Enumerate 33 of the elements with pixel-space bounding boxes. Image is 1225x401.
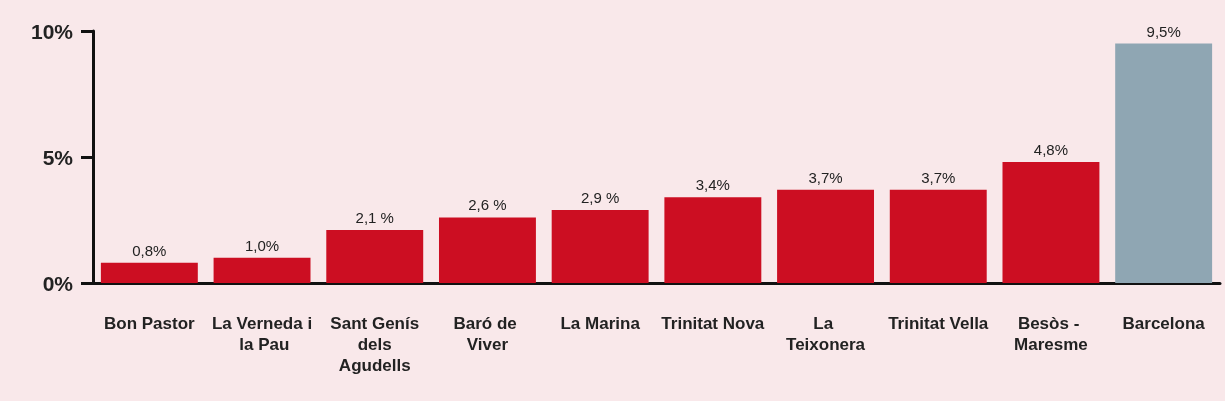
x-tick-label: Baró de Viver xyxy=(453,314,522,354)
y-tick-label: 0% xyxy=(42,271,74,295)
x-tick-label: La Marina xyxy=(560,314,641,333)
data-label: 9,5% xyxy=(1146,22,1181,40)
bar xyxy=(889,189,987,283)
bar xyxy=(100,262,198,283)
bar xyxy=(777,189,875,283)
data-label: 1,0% xyxy=(244,236,280,254)
bar xyxy=(438,217,536,283)
data-label: 4,8% xyxy=(1033,141,1069,159)
bar xyxy=(326,230,424,283)
data-label: 2,6 % xyxy=(468,196,507,214)
x-tick-label: Besòs - Maresme xyxy=(1014,314,1088,354)
x-tick-label: La Teixonera xyxy=(786,314,866,354)
x-tick-label: Sant Genís dels Agudells xyxy=(330,314,420,375)
x-tick-label: Trinitat Nova xyxy=(661,314,765,333)
data-label: 0,8% xyxy=(132,241,167,259)
data-label: 3,7% xyxy=(808,168,843,186)
data-label: 2,1 % xyxy=(355,209,394,227)
bar xyxy=(551,209,649,283)
bar xyxy=(1115,43,1213,283)
data-label: 2,9 % xyxy=(580,188,620,206)
x-tick-label: Bon Pastor xyxy=(104,314,196,333)
y-tick-label: 10% xyxy=(30,19,74,43)
bar xyxy=(213,257,311,283)
bar xyxy=(1002,162,1100,283)
bar xyxy=(664,197,762,283)
x-tick-label: Trinitat Vella xyxy=(888,314,989,333)
data-label: 3,7% xyxy=(921,168,956,186)
x-tick-label: Barcelona xyxy=(1122,314,1206,333)
data-label: 3,4% xyxy=(695,176,730,194)
y-tick-label: 5% xyxy=(42,145,74,169)
x-tick-label: La Verneda i la Pau xyxy=(211,314,313,354)
